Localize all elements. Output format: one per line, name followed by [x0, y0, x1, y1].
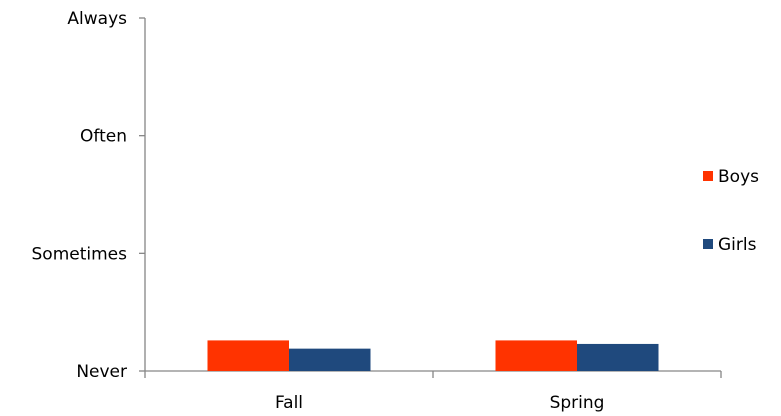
- legend-label-boys: Boys: [718, 167, 759, 187]
- y-tick-label: Sometimes: [32, 244, 128, 264]
- bar-boys-fall: [207, 340, 289, 371]
- bars: [207, 340, 659, 371]
- legend: Boys Girls: [703, 167, 759, 255]
- bar-girls-spring: [577, 343, 659, 371]
- bar-girls-fall: [289, 348, 371, 371]
- y-tick-label: Never: [76, 362, 127, 382]
- y-axis-ticks: Never Sometimes Often Always: [32, 9, 145, 382]
- y-tick-label: Often: [80, 127, 127, 147]
- legend-swatch-girls: [703, 239, 713, 249]
- x-category-label: Spring: [550, 393, 605, 413]
- legend-label-girls: Girls: [718, 235, 757, 255]
- bar-boys-spring: [495, 340, 577, 371]
- legend-swatch-boys: [703, 171, 713, 181]
- x-category-label: Fall: [275, 393, 303, 413]
- y-tick-label: Always: [67, 9, 127, 29]
- x-axis-ticks: Fall Spring: [144, 371, 722, 413]
